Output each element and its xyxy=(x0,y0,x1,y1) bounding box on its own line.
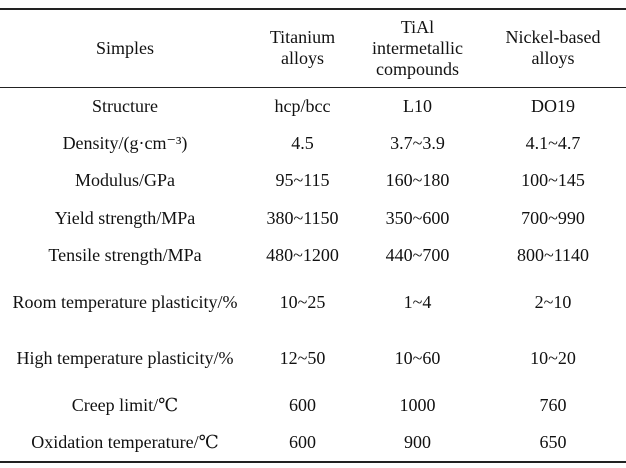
row-label: Creep limit/℃ xyxy=(71,394,179,415)
table-cell: 650 xyxy=(539,431,567,452)
table-row: Yield strength/MPa 380~1150 350~600 700~990 xyxy=(0,200,626,238)
table-cell: 10~20 xyxy=(530,348,576,368)
table-cell: 4.5 xyxy=(291,132,314,153)
header-cell: Titanium alloys xyxy=(269,27,336,69)
row-label: Room temperature plasticity/% xyxy=(12,292,238,312)
row-label: Density/(g·cm⁻³) xyxy=(62,132,188,153)
table-cell: L10 xyxy=(403,95,432,116)
row-label: Modulus/GPa xyxy=(74,170,175,191)
table-cell: 800~1140 xyxy=(516,245,590,266)
table-cell: 160~180 xyxy=(385,170,450,191)
table-body: Structure hcp/bcc L10 DO19 Density/(g·cm⁻³) 4… xyxy=(0,87,626,462)
table-cell: hcp/bcc xyxy=(274,95,331,116)
row-label: Oxidation temperature/℃ xyxy=(31,431,219,452)
table-cell: 1~4 xyxy=(403,292,432,312)
table-cell: 480~1200 xyxy=(266,245,339,266)
table-cell: 1000 xyxy=(399,394,436,415)
row-label: High temperature plasticity/% xyxy=(16,348,234,368)
table-header: Simples Titanium alloys TiAl intermetallic… xyxy=(0,9,626,87)
table-cell: 95~115 xyxy=(275,170,330,191)
header-cell: TiAl intermetallic compounds xyxy=(372,16,463,79)
table-row: Structure hcp/bcc L10 DO19 xyxy=(0,87,626,125)
table-cell: DO19 xyxy=(531,95,575,116)
data-table: Simples Titanium alloys TiAl intermetallic… xyxy=(0,8,626,463)
header-row: Simples Titanium alloys TiAl intermetallic… xyxy=(0,9,626,87)
table-cell: 12~50 xyxy=(279,348,326,368)
table-cell: 900 xyxy=(404,431,431,452)
table-cell: 760 xyxy=(539,394,567,415)
table-row: Density/(g·cm⁻³) 4.5 3.7~3.9 4.1~4.7 xyxy=(0,125,626,163)
row-label: Structure xyxy=(92,95,158,116)
table-cell: 380~1150 xyxy=(266,207,339,228)
table-cell: 4.1~4.7 xyxy=(525,132,581,153)
table-cell: 10~25 xyxy=(279,292,326,312)
table-row: Creep limit/℃ 600 1000 760 xyxy=(0,387,626,425)
table-row: Tensile strength/MPa 480~1200 440~700 800~1… xyxy=(0,237,626,275)
header-cell: Nickel-based alloys xyxy=(505,27,601,69)
table-row: Room temperature plasticity/% 10~25 1~4 2~1… xyxy=(0,275,626,331)
header-cell: Simples xyxy=(95,37,154,58)
table-row: Modulus/GPa 95~115 160~180 100~145 xyxy=(0,162,626,200)
table-cell: 440~700 xyxy=(385,245,450,266)
table-cell: 600 xyxy=(289,431,316,452)
table-cell: 3.7~3.9 xyxy=(390,132,445,153)
table-cell: 700~990 xyxy=(521,207,585,228)
table-cell: 600 xyxy=(289,394,316,415)
table-row: Oxidation temperature/℃ 600 900 650 xyxy=(0,424,626,462)
table-row: High temperature plasticity/% 12~50 10~60 1… xyxy=(0,331,626,387)
table-cell: 2~10 xyxy=(534,292,572,312)
table-cell: 350~600 xyxy=(385,207,450,228)
row-label: Yield strength/MPa xyxy=(54,207,196,228)
table-cell: 100~145 xyxy=(521,170,585,191)
row-label: Tensile strength/MPa xyxy=(48,245,202,266)
table-cell: 10~60 xyxy=(394,348,441,368)
